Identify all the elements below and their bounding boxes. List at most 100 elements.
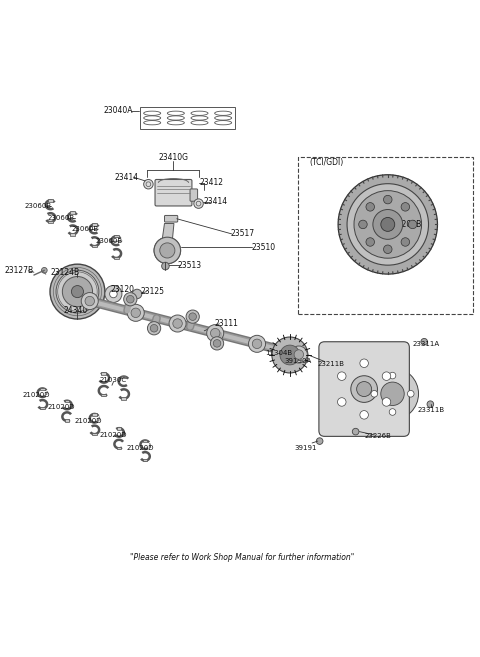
Circle shape — [81, 292, 98, 309]
Bar — [40, 388, 45, 390]
Circle shape — [127, 304, 144, 321]
Text: 39190A: 39190A — [284, 357, 312, 364]
Circle shape — [351, 376, 377, 402]
Circle shape — [366, 238, 374, 246]
Bar — [101, 373, 107, 375]
Circle shape — [194, 199, 204, 208]
Circle shape — [347, 184, 429, 265]
Bar — [48, 199, 53, 202]
Circle shape — [169, 315, 186, 332]
Circle shape — [367, 368, 419, 420]
Circle shape — [249, 335, 265, 352]
Circle shape — [72, 286, 84, 298]
Text: 23226B: 23226B — [365, 434, 392, 440]
Circle shape — [384, 245, 392, 254]
Text: 23111: 23111 — [215, 319, 239, 328]
Circle shape — [427, 401, 433, 407]
Bar — [121, 376, 126, 378]
Text: 23127B: 23127B — [4, 266, 33, 275]
Text: 21020D: 21020D — [48, 403, 75, 409]
Circle shape — [371, 390, 378, 397]
Text: 23412: 23412 — [199, 178, 223, 187]
Circle shape — [189, 313, 196, 321]
Text: 23410G: 23410G — [158, 152, 189, 162]
Circle shape — [127, 296, 134, 303]
Text: 23513: 23513 — [178, 261, 202, 269]
Text: 23125: 23125 — [140, 287, 164, 296]
Circle shape — [408, 390, 414, 397]
Text: 23060B: 23060B — [72, 226, 98, 232]
Circle shape — [337, 372, 346, 380]
Bar — [140, 106, 235, 129]
Circle shape — [280, 345, 300, 365]
Circle shape — [354, 191, 421, 258]
Polygon shape — [162, 223, 174, 243]
Circle shape — [366, 202, 374, 211]
Text: 21020D: 21020D — [100, 432, 127, 438]
Circle shape — [381, 382, 404, 405]
Bar — [101, 394, 107, 396]
Text: 39191: 39191 — [295, 445, 317, 451]
Text: 23060B: 23060B — [48, 215, 75, 221]
Circle shape — [213, 340, 221, 347]
Circle shape — [144, 179, 153, 189]
Text: 21020D: 21020D — [74, 419, 102, 424]
Bar — [92, 223, 97, 225]
Circle shape — [389, 373, 396, 379]
Bar — [121, 397, 126, 399]
Circle shape — [337, 397, 346, 406]
Text: 21030C: 21030C — [100, 376, 127, 382]
Text: 23414: 23414 — [204, 197, 228, 206]
Circle shape — [389, 409, 396, 415]
Circle shape — [131, 308, 141, 317]
Text: 23120: 23120 — [111, 285, 135, 294]
Circle shape — [290, 346, 307, 363]
Text: 23211B: 23211B — [317, 361, 345, 367]
Circle shape — [150, 325, 158, 332]
Circle shape — [109, 290, 117, 298]
Circle shape — [160, 243, 175, 258]
Bar — [114, 235, 119, 237]
Circle shape — [421, 338, 428, 345]
Bar — [40, 407, 45, 409]
Circle shape — [147, 322, 161, 335]
Text: 23200B: 23200B — [392, 220, 421, 229]
Text: 24340: 24340 — [63, 306, 88, 315]
Circle shape — [373, 210, 403, 239]
Circle shape — [162, 262, 169, 270]
Text: 23060B: 23060B — [24, 202, 51, 208]
Circle shape — [252, 339, 262, 349]
Circle shape — [401, 238, 409, 246]
FancyBboxPatch shape — [165, 215, 178, 222]
Text: 23414: 23414 — [114, 173, 138, 181]
Text: 11304B: 11304B — [265, 350, 292, 356]
Text: 23517: 23517 — [230, 229, 254, 238]
Text: 23311A: 23311A — [412, 340, 439, 347]
Circle shape — [381, 217, 395, 231]
Circle shape — [173, 319, 182, 328]
Circle shape — [338, 175, 437, 274]
Bar — [70, 233, 75, 236]
Circle shape — [360, 411, 368, 419]
Bar — [70, 212, 75, 214]
Circle shape — [384, 195, 392, 204]
Circle shape — [41, 267, 47, 273]
Bar — [92, 245, 97, 248]
Circle shape — [62, 277, 93, 307]
Circle shape — [186, 310, 199, 323]
Circle shape — [207, 325, 224, 342]
Circle shape — [294, 350, 303, 359]
Circle shape — [382, 397, 391, 406]
Bar — [143, 459, 147, 461]
Circle shape — [154, 237, 180, 263]
FancyBboxPatch shape — [190, 189, 198, 201]
Circle shape — [132, 289, 142, 299]
Bar — [117, 428, 121, 430]
Bar — [48, 221, 53, 223]
Text: 23124B: 23124B — [50, 268, 79, 277]
Circle shape — [210, 337, 224, 350]
Bar — [92, 413, 97, 415]
Bar — [92, 432, 97, 435]
Circle shape — [382, 372, 391, 380]
Circle shape — [316, 438, 323, 444]
